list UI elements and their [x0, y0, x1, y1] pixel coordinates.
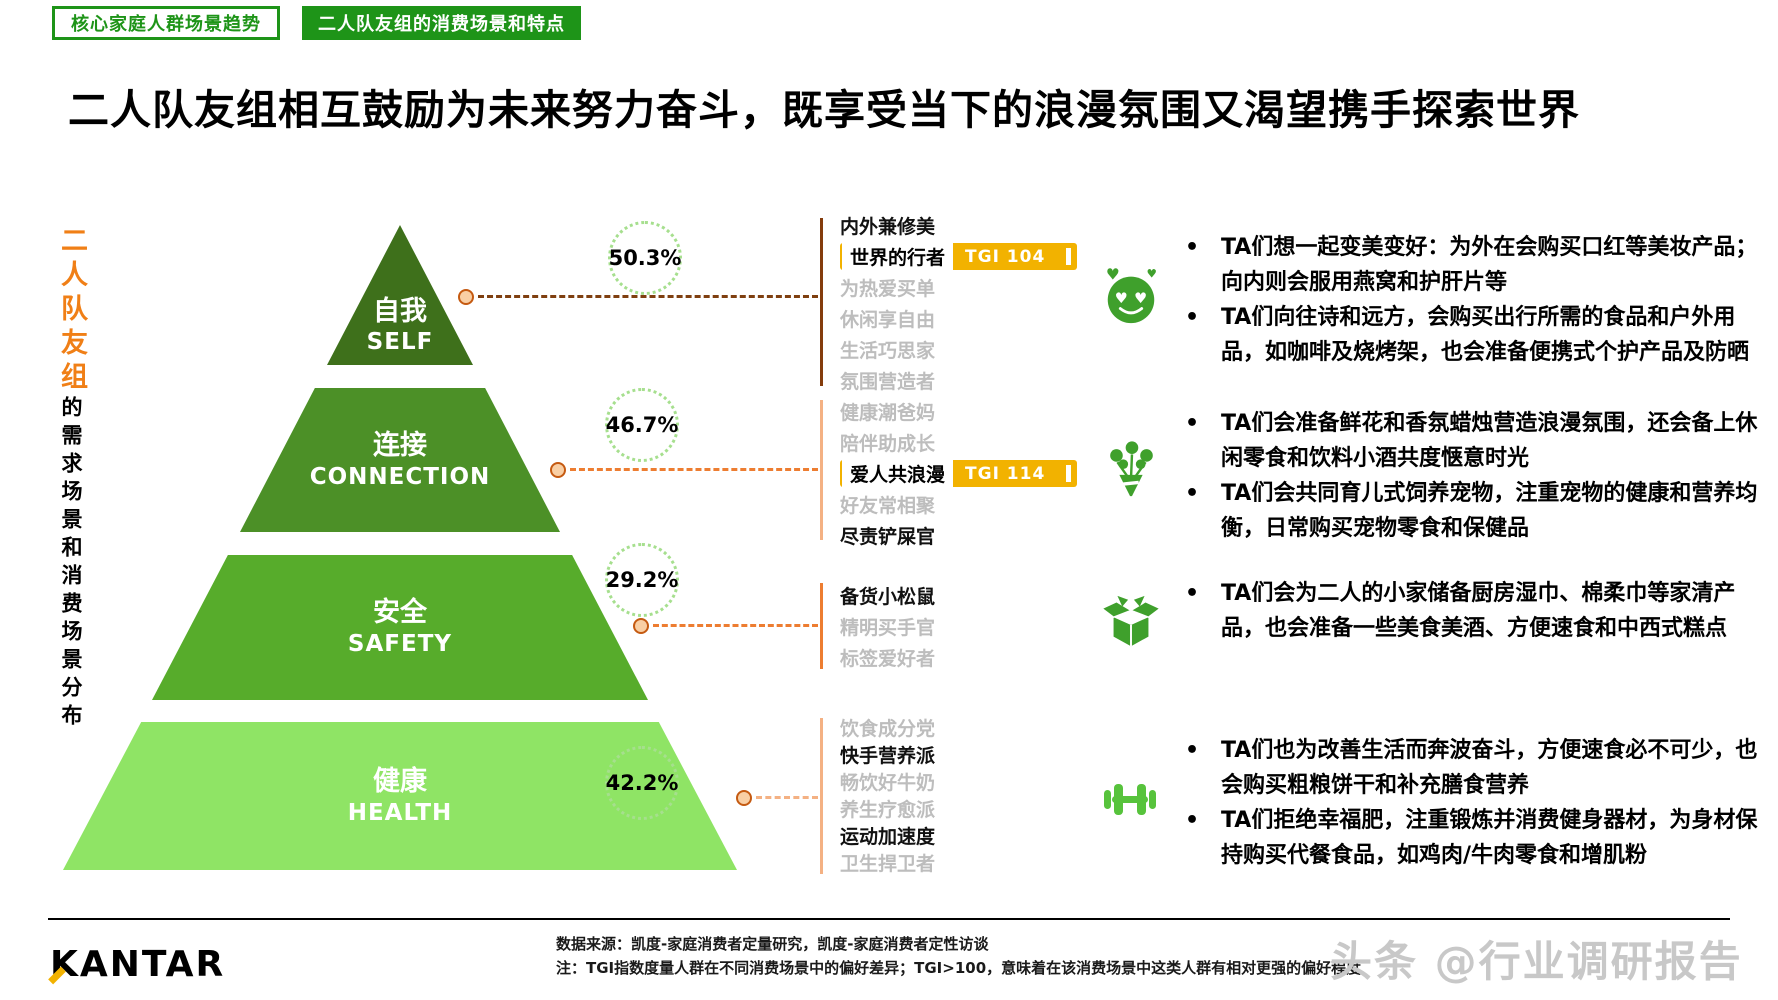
- labels-list-safety: 备货小松鼠 精明买手官 标签爱好者: [840, 582, 1080, 675]
- tgi-note: 注：TGI指数度量人群在不同消费场景中的偏好差异；TGI>100，意味着在该消费…: [556, 959, 1362, 977]
- percent-circle-self: 50.3%: [608, 221, 682, 295]
- list-item: 饮食成分党: [840, 717, 936, 740]
- dashed-connector-line: [756, 796, 818, 799]
- list-item: 内外兼修美: [840, 216, 936, 238]
- list-divider-line: [820, 218, 823, 386]
- bullet-item: • TA们会共同育儿式饲养宠物，注重宠物的健康和营养均衡，日常购买宠物零食和保健品: [1185, 481, 1758, 541]
- heart-face-icon: ♥ ♥ ♥ ♥: [1100, 264, 1162, 326]
- tgi-badge: TGI 104: [965, 246, 1046, 267]
- dashed-connector-line: [653, 624, 818, 627]
- list-divider-line: [820, 583, 823, 669]
- bullets-connection: • TA们会准备鲜花和香氛蜡烛营造浪漫氛围，还会备上休闲零食和饮料小酒共度惬意时光…: [1185, 406, 1760, 546]
- list-item: 陪伴助成长: [840, 433, 936, 455]
- list-item: 好友常相聚: [840, 495, 936, 517]
- list-item: 生活巧思家: [840, 340, 936, 362]
- badge-end-bar: [1066, 248, 1071, 265]
- labels-list-self: 内外兼修美 世界的行者 TGI 104 为热爱买单 休闲享自由 生活巧思家 氛围…: [840, 212, 1080, 398]
- list-item: 为热爱买单: [840, 278, 936, 300]
- list-divider-line: [820, 718, 823, 874]
- dashed-connector-line: [570, 468, 818, 471]
- highlighted-label: 世界的行者: [842, 242, 954, 271]
- bullets-health: • TA们也为改善生活而奔波奋斗，方便速食必不可少，也会购买粗粮饼干和补充膳食营养…: [1185, 733, 1760, 873]
- watermark: 头条 @行业调研报告: [1330, 937, 1743, 986]
- bullet-item: • TA们会为二人的小家储备厨房湿巾、棉柔巾等家清产品，也会准备一些美食美酒、方便…: [1185, 581, 1736, 641]
- connector-dot: [736, 790, 752, 806]
- list-item-highlighted: 世界的行者 TGI 104: [840, 242, 1077, 271]
- svg-text:♥: ♥: [1115, 291, 1128, 307]
- tab-label: 核心家庭人群场景趋势: [71, 14, 261, 35]
- bouquet-icon: [1100, 438, 1162, 500]
- bullet-item: • TA们向往诗和远方，会购买出行所需的食品和户外用品，如咖啡及烧烤架，也会准备便…: [1185, 305, 1750, 365]
- level-label-en: SAFETY: [347, 631, 453, 657]
- bullets-self: • TA们想一起变美变好：为外在会购买口红等美妆产品；向内则会服用燕窝和护肝片等 …: [1185, 230, 1760, 370]
- svg-text:♥: ♥: [1106, 266, 1120, 284]
- kantar-logo: KANTAR: [48, 944, 226, 985]
- svg-text:♥: ♥: [1134, 291, 1147, 307]
- connector-dot: [458, 289, 474, 305]
- list-item: 尽责铲屎官: [840, 526, 936, 548]
- pyramid-level-connection: 连接 CONNECTION: [240, 388, 560, 532]
- pyramid-level-self: 自我 SELF: [327, 225, 473, 365]
- tab-label: 二人队友组的消费场景和特点: [318, 14, 565, 35]
- footer-divider: [48, 918, 1730, 920]
- connector-dot: [550, 462, 566, 478]
- list-item: 卫生捍卫者: [840, 852, 936, 875]
- badge-end-bar: [1066, 465, 1071, 482]
- list-item: 健康潮爸妈: [840, 402, 936, 424]
- side-label: 二人队友组的需求场景和消费场景分布: [56, 226, 87, 746]
- data-source-note: 数据来源：凯度-家庭消费者定量研究，凯度-家庭消费者定性访谈: [556, 935, 989, 953]
- list-item: 快手营养派: [840, 744, 936, 767]
- bullet-item: • TA们也为改善生活而奔波奋斗，方便速食必不可少，也会购买粗粮饼干和补充膳食营养: [1185, 738, 1758, 798]
- percent-circle-connection: 46.7%: [605, 388, 679, 462]
- dashed-connector-line: [478, 295, 818, 298]
- list-item: 运动加速度: [840, 825, 936, 848]
- level-label-en: HEALTH: [347, 799, 453, 826]
- tab-core-family-trends[interactable]: 核心家庭人群场景趋势: [52, 6, 280, 40]
- percent-circle-safety: 29.2%: [605, 543, 679, 617]
- svg-text:♥: ♥: [1147, 267, 1157, 281]
- bullet-item: • TA们拒绝幸福肥，注重锻炼并消费健身器材，为身材保持购买代餐食品，如鸡肉/牛肉…: [1185, 808, 1758, 868]
- bullet-item: • TA们会准备鲜花和香氛蜡烛营造浪漫氛围，还会备上休闲零食和饮料小酒共度惬意时光: [1185, 411, 1758, 471]
- level-label-zh: 自我: [373, 295, 427, 327]
- open-box-icon: [1100, 592, 1162, 654]
- level-label-zh: 健康: [373, 765, 427, 797]
- bullet-item: • TA们想一起变美变好：为外在会购买口红等美妆产品；向内则会服用燕窝和护肝片等: [1185, 235, 1758, 295]
- highlighted-label: 爱人共浪漫: [842, 459, 954, 488]
- list-item: 畅饮好牛奶: [840, 771, 936, 794]
- list-item-highlighted: 爱人共浪漫 TGI 114: [840, 459, 1077, 488]
- side-label-rest: 的需求场景和消费场景分布: [59, 396, 83, 732]
- dumbbell-icon: [1096, 776, 1164, 822]
- level-label-zh: 连接: [373, 429, 427, 461]
- level-label-en: SELF: [366, 329, 434, 356]
- labels-list-connection: 健康潮爸妈 陪伴助成长 爱人共浪漫 TGI 114 好友常相聚 尽责铲屎官: [840, 398, 1080, 553]
- level-label-zh: 安全: [373, 597, 427, 629]
- list-item: 休闲享自由: [840, 309, 936, 331]
- list-item: 标签爱好者: [840, 648, 936, 670]
- list-item: 精明买手官: [840, 617, 936, 639]
- labels-list-health: 饮食成分党 快手营养派 畅饮好牛奶 养生疗愈派 运动加速度 卫生捍卫者: [840, 715, 1080, 877]
- tab-duo-group-scenes[interactable]: 二人队友组的消费场景和特点: [302, 6, 581, 40]
- footer-notes: 数据来源：凯度-家庭消费者定量研究，凯度-家庭消费者定性访谈 注：TGI指数度量…: [556, 932, 1361, 980]
- page-title: 二人队友组相互鼓励为未来努力奋斗，既享受当下的浪漫氛围又渴望携手探索世界: [68, 86, 1580, 134]
- list-item: 氛围营造者: [840, 371, 936, 393]
- connector-dot: [633, 618, 649, 634]
- bullets-safety: • TA们会为二人的小家储备厨房湿巾、棉柔巾等家清产品，也会准备一些美食美酒、方便…: [1185, 576, 1760, 646]
- percent-circle-health: 42.2%: [605, 746, 679, 820]
- list-item: 备货小松鼠: [840, 586, 936, 608]
- pyramid-level-safety: 安全 SAFETY: [152, 555, 648, 700]
- level-label-en: CONNECTION: [309, 463, 491, 490]
- tgi-badge: TGI 114: [965, 463, 1046, 484]
- side-label-highlight: 二人队友组: [56, 226, 87, 396]
- list-divider-line: [820, 400, 823, 540]
- list-item: 养生疗愈派: [840, 798, 936, 821]
